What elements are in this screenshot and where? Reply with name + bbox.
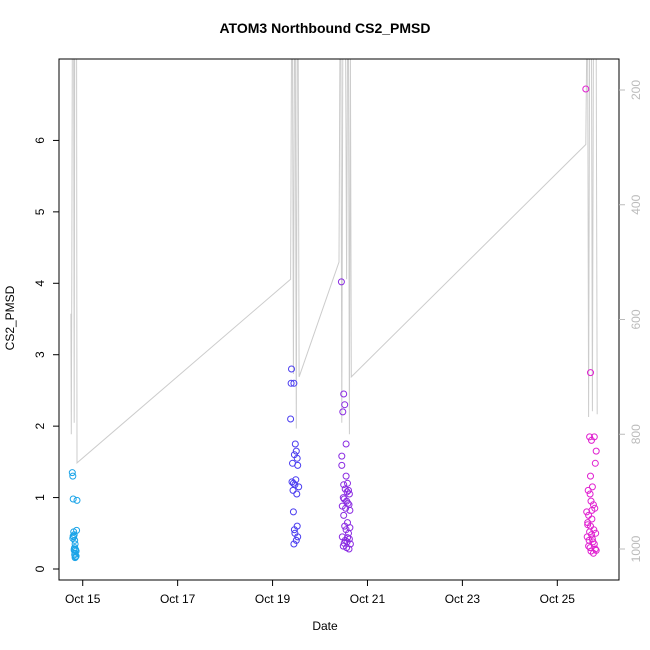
data-point <box>591 545 599 553</box>
data-point <box>586 433 594 441</box>
data-point <box>292 447 300 455</box>
data-point <box>69 472 77 480</box>
x-tick-label: Oct 21 <box>350 592 386 606</box>
data-point <box>290 540 298 548</box>
data-point <box>345 545 353 553</box>
data-point <box>588 535 596 543</box>
data-point <box>592 447 600 455</box>
data-point <box>590 433 598 441</box>
depth-line <box>70 59 598 464</box>
y-axis-label: CS2_PMSD <box>3 285 17 351</box>
x-tick-label: Oct 25 <box>540 592 576 606</box>
data-point <box>584 486 592 494</box>
data-point <box>289 486 297 494</box>
data-point <box>337 278 345 286</box>
data-point <box>289 508 297 516</box>
data-point <box>587 472 594 480</box>
data-point <box>343 488 351 496</box>
plot-frame <box>58 58 620 581</box>
right-axis-tick-label: 800 <box>629 424 643 444</box>
data-point <box>73 526 81 534</box>
data-point <box>289 459 296 467</box>
data-point <box>591 459 599 467</box>
right-axis-tick-label: 1000 <box>629 535 643 562</box>
data-point <box>287 415 295 423</box>
data-point <box>592 546 600 554</box>
data-point <box>588 483 596 491</box>
right-axis-tick-label: 400 <box>629 194 643 214</box>
data-point <box>586 544 594 552</box>
y-tick-label: 5 <box>33 208 47 215</box>
data-point <box>292 476 300 484</box>
data-point <box>587 547 595 555</box>
data-point <box>584 521 592 529</box>
data-point <box>340 390 348 398</box>
chart-title: ATOM3 Northbound CS2_PMSD <box>219 20 431 36</box>
data-point <box>295 483 303 491</box>
data-point <box>338 452 346 460</box>
x-tick-label: Oct 17 <box>160 592 196 606</box>
data-point <box>340 539 348 547</box>
data-point <box>69 495 77 503</box>
data-point <box>290 379 298 387</box>
data-point <box>73 496 81 504</box>
data-point <box>587 497 595 505</box>
data-point <box>586 528 594 536</box>
y-tick-label: 6 <box>33 137 47 144</box>
right-axis-tick-label: 200 <box>629 80 643 100</box>
x-tick-label: Oct 23 <box>445 592 481 606</box>
data-point <box>293 490 301 498</box>
x-axis-label: Date <box>312 619 338 633</box>
data-point <box>344 479 351 487</box>
data-point <box>288 365 295 373</box>
data-point <box>71 536 79 544</box>
data-point <box>587 369 594 377</box>
data-point <box>582 85 590 93</box>
data-point <box>294 533 302 541</box>
data-point <box>588 515 596 523</box>
data-point <box>71 554 79 562</box>
data-point <box>291 440 299 448</box>
data-point <box>70 533 78 541</box>
y-tick-label: 0 <box>33 565 47 572</box>
data-point <box>288 478 296 486</box>
data-point <box>69 534 77 542</box>
data-point <box>340 481 348 489</box>
data-point <box>345 490 353 498</box>
data-point <box>342 440 350 448</box>
data-point <box>342 526 350 534</box>
data-point <box>338 461 346 469</box>
data-point <box>345 486 352 494</box>
data-point <box>339 408 347 416</box>
data-point <box>287 379 295 387</box>
data-point <box>346 524 354 532</box>
data-point <box>342 472 350 480</box>
x-tick-label: Oct 15 <box>65 592 101 606</box>
y-tick-label: 4 <box>33 280 47 287</box>
x-tick-label: Oct 19 <box>255 592 291 606</box>
data-point <box>588 506 596 514</box>
data-point <box>346 506 354 514</box>
data-point <box>68 469 76 477</box>
right-axis-tick-label: 600 <box>629 309 643 329</box>
data-point <box>341 401 349 409</box>
y-tick-label: 1 <box>33 494 47 501</box>
data-point <box>292 536 300 544</box>
data-point <box>70 546 78 554</box>
data-point <box>293 522 301 530</box>
y-tick-label: 2 <box>33 422 47 429</box>
data-point <box>344 534 351 542</box>
data-point <box>289 479 297 487</box>
data-point <box>342 504 350 512</box>
y-tick-label: 3 <box>33 351 47 358</box>
data-point <box>586 490 594 498</box>
data-point <box>340 511 348 519</box>
data-point <box>290 451 298 459</box>
